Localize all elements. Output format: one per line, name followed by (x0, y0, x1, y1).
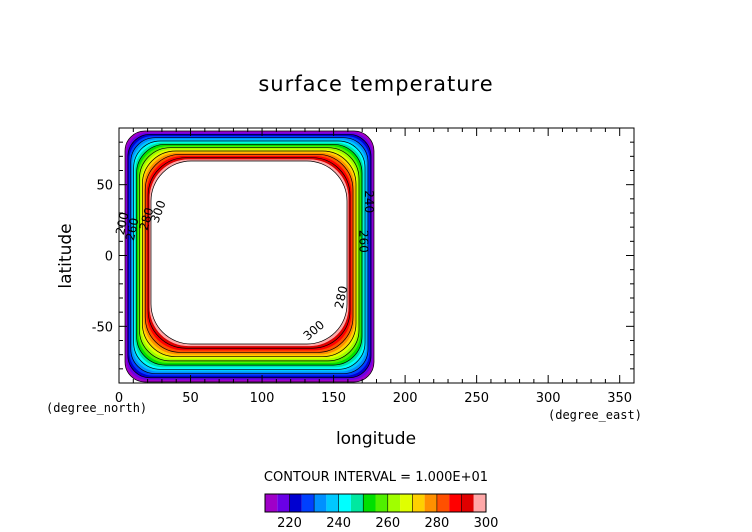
contour-label: 240 (362, 190, 376, 213)
colorbar-swatch-235 (326, 494, 339, 512)
colorbar-swatch-285 (449, 494, 462, 512)
contour-label: 260 (356, 230, 370, 253)
plot-axes: 0 50 100 150 200 250 300 350 -50 0 50 (92, 127, 635, 406)
x-tick-label: 350 (607, 391, 632, 406)
colorbar-swatch-245 (350, 494, 364, 512)
colorbar-swatch-210 (265, 494, 278, 512)
colorbar-label: 220 (277, 516, 302, 531)
x-tick-label: 300 (536, 391, 561, 406)
colorbar: 220 240 260 280 300 (264, 493, 499, 531)
chart-title: surface temperature (258, 72, 493, 96)
contour-label: 260 (123, 217, 141, 242)
colorbar-swatch-265 (400, 494, 413, 512)
colorbar-swatch-220 (289, 494, 302, 512)
contour-label: 280 (332, 285, 350, 310)
x-tick-label: 100 (250, 391, 275, 406)
colorbar-swatch-270 (412, 494, 425, 512)
x-tick-label: 250 (464, 391, 489, 406)
x-tick-label: 50 (182, 391, 199, 406)
x-axis-units: (degree_east) (548, 408, 642, 422)
x-tick-label: 0 (115, 391, 123, 406)
colorbar-swatch-275 (424, 494, 437, 512)
colorbar-swatch-230 (314, 494, 327, 512)
y-tick-label: 50 (96, 179, 113, 194)
colorbar-label: 280 (424, 516, 449, 531)
x-tick-label: 200 (393, 391, 418, 406)
colorbar-swatch-215 (277, 494, 290, 512)
y-axis-label: latitude (56, 223, 76, 288)
colorbar-label: 240 (326, 516, 351, 531)
x-tick-label: 150 (321, 391, 346, 406)
colorbar-swatch-225 (301, 494, 315, 512)
y-tick-label: -50 (92, 320, 113, 335)
y-axis-units: (degree_north) (46, 401, 147, 415)
colorbar-swatch-290 (461, 494, 474, 512)
contour-label: 280 (137, 206, 157, 232)
colorbar-swatch-260 (387, 494, 401, 512)
colorbar-swatch-280 (436, 494, 450, 512)
field-interior (150, 160, 348, 345)
y-tick-label: 0 (105, 250, 113, 265)
colorbar-label: 260 (375, 516, 400, 531)
x-axis-label: longitude (336, 429, 416, 449)
colorbar-label: 300 (474, 516, 499, 531)
colorbar-swatch-255 (375, 494, 388, 512)
colorbar-frame (264, 493, 487, 513)
contour-interval-note: CONTOUR INTERVAL = 1.000E+01 (264, 470, 488, 485)
contour-label: 200 (113, 211, 131, 236)
colorbar-swatch-250 (363, 494, 376, 512)
colorbar-swatch-240 (338, 494, 351, 512)
colorbar-swatch-295 (473, 494, 486, 512)
